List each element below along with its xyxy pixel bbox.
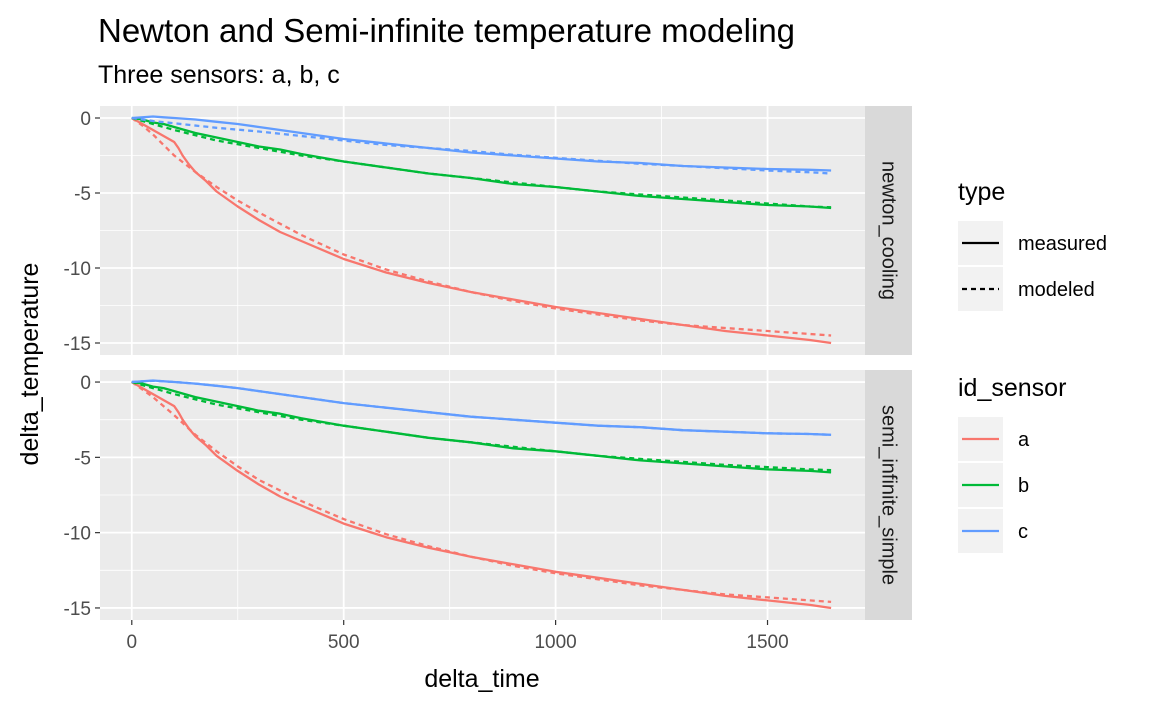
y-tick-label: -15	[64, 599, 91, 620]
x-tick-label: 1500	[746, 632, 788, 653]
series-group	[131, 115, 832, 345]
x-axis-title: delta_time	[424, 665, 539, 693]
y-tick-label: -15	[64, 334, 91, 355]
y-tick-label: -5	[74, 184, 91, 205]
y-axis-title: delta_temperature	[16, 263, 44, 466]
legend-label-measured: measured	[1018, 233, 1107, 255]
facet-strip-label: semi_infinite_simple	[878, 405, 900, 585]
legend-label-a: a	[1018, 429, 1030, 451]
series-line-c-modeled	[131, 116, 832, 175]
legend-label-b: b	[1018, 475, 1029, 497]
legend-label-c: c	[1018, 521, 1028, 543]
facet-strip	[865, 370, 912, 620]
panel-newton_cooling: 0 -5 -10 -15 newton_cooling	[64, 106, 912, 355]
chart-subtitle: Three sensors: a, b, c	[98, 61, 340, 89]
facet-strip-label: newton_cooling	[878, 161, 900, 300]
y-tick-label: -10	[64, 524, 91, 545]
series-line-c-modeled	[131, 379, 832, 436]
y-tick-label: -10	[64, 259, 91, 280]
chart-title: Newton and Semi-infinite temperature mod…	[98, 12, 795, 49]
facet-panels: 0 -5 -10 -15 newton_cooling 0 -5 -10 -15 semi_inf…	[64, 106, 912, 653]
legend-type-title: type	[958, 178, 1005, 206]
series-line-a-modeled	[131, 117, 832, 337]
x-tick-label: 500	[328, 632, 360, 653]
legend-sensor: id_sensor a b c	[958, 374, 1066, 553]
x-tick-label: 0	[126, 632, 137, 653]
series-line-b-modeled	[131, 380, 832, 472]
facet-strip	[865, 106, 912, 355]
panel-semi_infinite_simple: 0 -5 -10 -15 semi_infinite_simple	[64, 370, 912, 620]
y-tick-label: 0	[80, 109, 91, 130]
y-tick-label: 0	[80, 373, 91, 394]
series-line-b-modeled	[131, 116, 832, 209]
y-tick-label: -5	[74, 448, 91, 469]
series-group	[131, 379, 832, 610]
legend-label-modeled: modeled	[1018, 279, 1095, 301]
series-line-a-modeled	[131, 381, 832, 604]
x-tick-label: 1000	[534, 632, 576, 653]
legend-type: type measured modeled	[958, 178, 1107, 311]
legend-sensor-title: id_sensor	[958, 374, 1066, 402]
